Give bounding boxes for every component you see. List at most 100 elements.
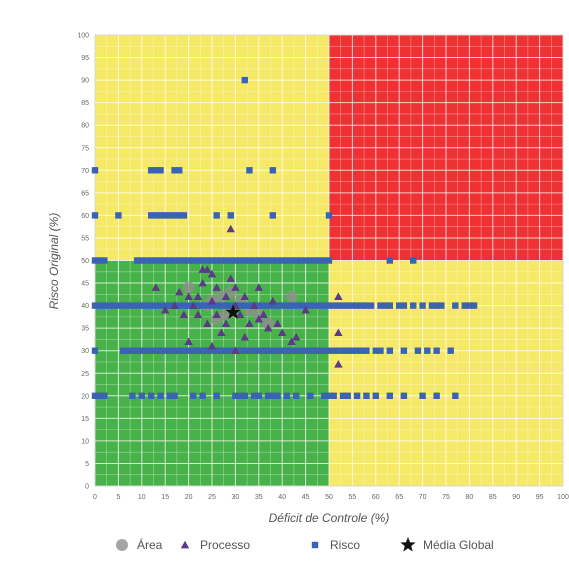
risco-point bbox=[311, 302, 319, 309]
risco-point bbox=[246, 167, 253, 174]
risco-point bbox=[236, 392, 244, 399]
risco-point bbox=[321, 257, 328, 264]
risco-point bbox=[274, 302, 281, 309]
risco-point bbox=[321, 347, 328, 354]
risco-point bbox=[227, 257, 234, 264]
risco-point bbox=[353, 392, 361, 399]
risco-point bbox=[190, 347, 197, 354]
risco-point bbox=[269, 392, 277, 399]
risco-point bbox=[372, 347, 379, 354]
risco-point bbox=[274, 257, 281, 264]
processo-point bbox=[198, 278, 207, 287]
y-axis-title: Risco Original (%) bbox=[47, 213, 61, 310]
processo-point bbox=[278, 328, 287, 337]
risco-point bbox=[166, 212, 174, 219]
risco-point bbox=[386, 392, 394, 399]
risco-point bbox=[171, 347, 178, 354]
x-tick-label: 55 bbox=[349, 494, 357, 501]
risco-point bbox=[241, 76, 248, 84]
risco-point bbox=[377, 302, 384, 309]
risco-point bbox=[152, 212, 160, 219]
y-tick-label: 5 bbox=[85, 461, 89, 468]
risco-point bbox=[176, 302, 183, 309]
risco-point bbox=[279, 347, 286, 354]
risco-point bbox=[321, 392, 328, 399]
risco-point bbox=[433, 392, 440, 399]
risco-point bbox=[236, 257, 244, 264]
risco-point bbox=[302, 257, 309, 264]
y-tick-label: 45 bbox=[81, 281, 89, 288]
risco-point bbox=[433, 302, 440, 309]
risco-point bbox=[264, 257, 272, 264]
risco-point bbox=[325, 257, 333, 264]
risco-point bbox=[344, 392, 351, 399]
risco-point bbox=[264, 347, 272, 354]
risco-point bbox=[91, 167, 99, 174]
risco-point bbox=[166, 392, 174, 399]
risco-point bbox=[461, 302, 468, 309]
risco-point bbox=[138, 257, 145, 264]
risco-point bbox=[452, 392, 459, 399]
y-tick-label: 90 bbox=[81, 78, 89, 85]
risco-point bbox=[386, 257, 394, 264]
y-tick-label: 70 bbox=[81, 168, 89, 175]
risco-point bbox=[204, 302, 211, 309]
processo-point bbox=[235, 310, 245, 318]
risco-point bbox=[124, 302, 131, 309]
risco-point bbox=[288, 302, 295, 309]
x-tick-label: 85 bbox=[489, 494, 497, 501]
risco-point bbox=[241, 302, 248, 309]
risco-point bbox=[138, 347, 145, 354]
risco-point bbox=[452, 302, 459, 309]
risco-point bbox=[255, 302, 262, 309]
risco-point bbox=[414, 347, 422, 354]
risco-point bbox=[269, 347, 277, 354]
risco-point bbox=[213, 392, 220, 399]
risco-point bbox=[143, 347, 150, 354]
risco-point bbox=[419, 302, 426, 309]
risco-point bbox=[269, 212, 277, 219]
risco-point bbox=[330, 302, 337, 309]
processo-point bbox=[287, 337, 296, 346]
risco-point bbox=[241, 347, 248, 354]
area-point bbox=[285, 290, 298, 303]
legend: Área Processo Risco Média Global bbox=[116, 537, 494, 552]
y-tick-label: 50 bbox=[81, 258, 89, 265]
x-tick-label: 100 bbox=[557, 494, 569, 501]
risco-point bbox=[162, 302, 169, 309]
risco-point bbox=[176, 257, 183, 264]
x-tick-label: 0 bbox=[93, 494, 97, 501]
risco-point bbox=[190, 257, 197, 264]
risco-point bbox=[129, 392, 136, 399]
risco-point bbox=[250, 257, 258, 264]
processo-point bbox=[184, 337, 193, 346]
processo-point bbox=[240, 292, 249, 300]
x-tick-label: 35 bbox=[255, 494, 263, 501]
risco-point bbox=[447, 347, 454, 354]
processo-point bbox=[334, 360, 343, 368]
risco-point bbox=[283, 302, 291, 309]
risco-point bbox=[358, 347, 365, 354]
risco-point bbox=[410, 302, 417, 309]
risco-point bbox=[218, 302, 225, 309]
risco-point bbox=[227, 302, 234, 309]
area-point bbox=[182, 281, 195, 294]
risco-point bbox=[283, 392, 291, 399]
risco-point bbox=[297, 347, 305, 354]
processo-point bbox=[231, 346, 240, 355]
x-tick-label: 80 bbox=[466, 494, 474, 501]
risco-point bbox=[260, 302, 267, 309]
risco-point bbox=[241, 392, 248, 399]
risco-point bbox=[396, 302, 403, 309]
risco-point bbox=[119, 347, 127, 354]
processo-point bbox=[268, 296, 278, 305]
x-tick-label: 30 bbox=[232, 494, 240, 501]
x-tick-labels: 0 5 10 15 20 25 30 35 40 45 50 55 60 65 70 75 80 85 90 95 10… bbox=[93, 494, 569, 501]
processo-point bbox=[184, 292, 193, 300]
risco-point bbox=[386, 302, 394, 309]
risco-point bbox=[119, 302, 127, 309]
risco-point bbox=[232, 392, 239, 399]
risco-point bbox=[386, 347, 394, 354]
legend-label: Processo bbox=[200, 538, 250, 552]
processo-point bbox=[175, 287, 184, 296]
